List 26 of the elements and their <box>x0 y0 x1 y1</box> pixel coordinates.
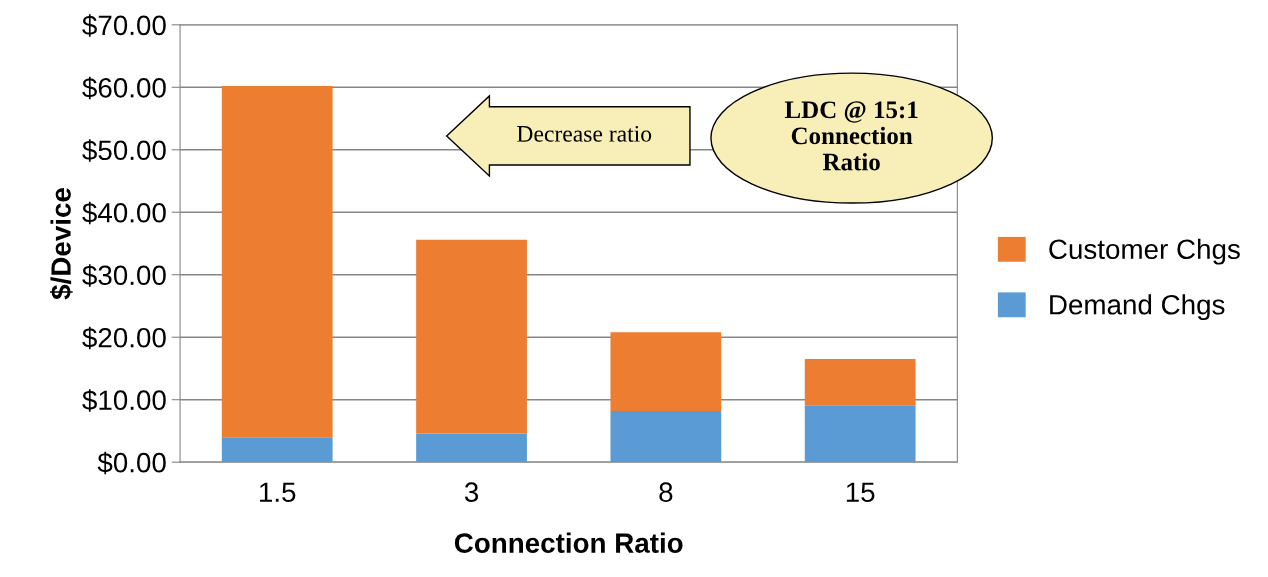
bar <box>221 437 333 463</box>
annotation: Decrease ratio <box>517 125 652 142</box>
y-tick-label: $70.00 <box>82 14 166 37</box>
bar <box>610 410 722 463</box>
legend-label: Customer Chgs <box>1049 238 1240 265</box>
bar <box>804 405 916 463</box>
bar <box>610 332 722 411</box>
bar <box>416 239 527 434</box>
bar <box>416 433 527 463</box>
y-tick-label: $20.00 <box>82 326 166 350</box>
x-tick-label: 3 <box>464 482 479 503</box>
x-axis-title: Connection Ratio <box>454 532 683 553</box>
y-tick-label: $0.00 <box>97 451 166 475</box>
y-tick-label: $40.00 <box>82 201 166 225</box>
bar <box>804 359 916 406</box>
legend-label: Demand Chgs <box>1050 294 1225 321</box>
bar <box>221 86 333 438</box>
x-tick-label: 1.5 <box>260 482 296 503</box>
x-tick-label: 8 <box>659 482 673 503</box>
y-tick-label: $50.00 <box>82 139 166 162</box>
y-tick-label: $60.00 <box>82 76 166 100</box>
y-tick-label: $10.00 <box>82 389 166 412</box>
y-axis-title: $/Device <box>49 188 73 300</box>
x-tick-label: 15 <box>846 482 875 503</box>
annotation: LDC @ 15:1 Connection Ratio <box>784 101 918 171</box>
y-tick-label: $30.00 <box>82 264 166 287</box>
